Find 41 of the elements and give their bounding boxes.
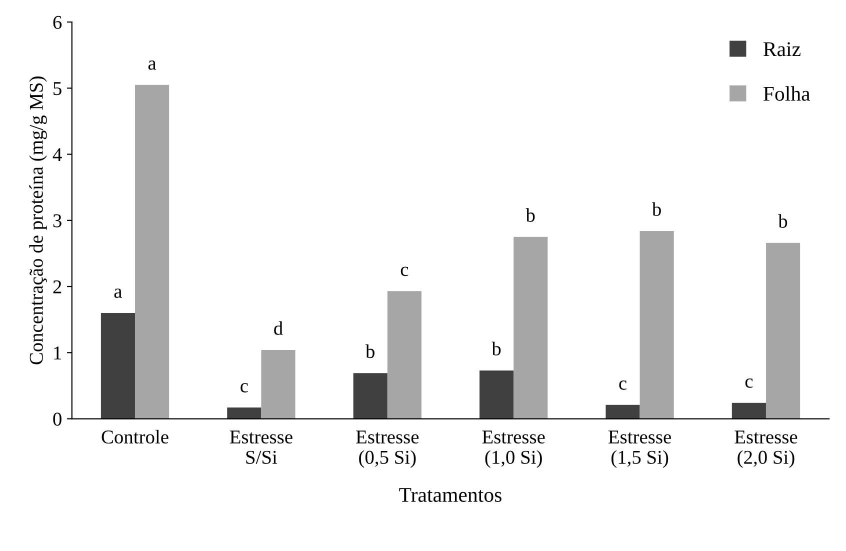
bar (387, 291, 422, 419)
x-tick-label: Estresse S/Si (230, 430, 292, 464)
annotation: c (240, 383, 248, 392)
y-tick-label: 0 (53, 412, 62, 426)
y-axis-title: Concentração de proteína (mg/g MS) (29, 76, 47, 364)
y-tick-label: 1 (54, 346, 62, 360)
bar (261, 350, 296, 419)
annotation: d (274, 321, 283, 335)
annotation: b (526, 208, 535, 222)
bar (732, 402, 766, 419)
bar (766, 242, 800, 419)
x-tick-label: Estresse (1,0 Si) (482, 430, 545, 468)
legend-label: Raiz (763, 42, 800, 56)
annotation: c (400, 266, 408, 276)
bar (227, 408, 262, 419)
annotation: b (652, 202, 661, 216)
annotation: b (366, 344, 374, 358)
annotation: c (619, 380, 626, 390)
x-tick-label: Estresse (2,0 Si) (734, 430, 798, 468)
bar (606, 404, 640, 419)
annotation: c (745, 378, 753, 388)
x-tick-label: Controle (102, 430, 168, 444)
bar (640, 230, 674, 419)
y-tick-label: 3 (53, 214, 62, 228)
y-tick-label: 2 (53, 280, 62, 294)
bar (353, 373, 388, 419)
y-tick-label: 4 (52, 148, 62, 162)
annotation: a (114, 288, 122, 298)
x-tick-label: Estresse (0,5 Si) (356, 430, 419, 468)
bar (135, 84, 170, 419)
bar (100, 312, 136, 419)
y-tick-label: 5 (54, 82, 62, 96)
bar (480, 370, 514, 419)
annotation: b (778, 214, 788, 228)
y-tick-label: 6 (53, 16, 62, 29)
bar (514, 236, 548, 419)
annotation: a (148, 60, 156, 70)
x-axis-title: Tratamentos (399, 488, 502, 502)
legend-label: Folha (763, 86, 810, 101)
annotation: b (492, 342, 501, 356)
x-tick-label: Estresse (1,5 Si) (608, 430, 671, 468)
